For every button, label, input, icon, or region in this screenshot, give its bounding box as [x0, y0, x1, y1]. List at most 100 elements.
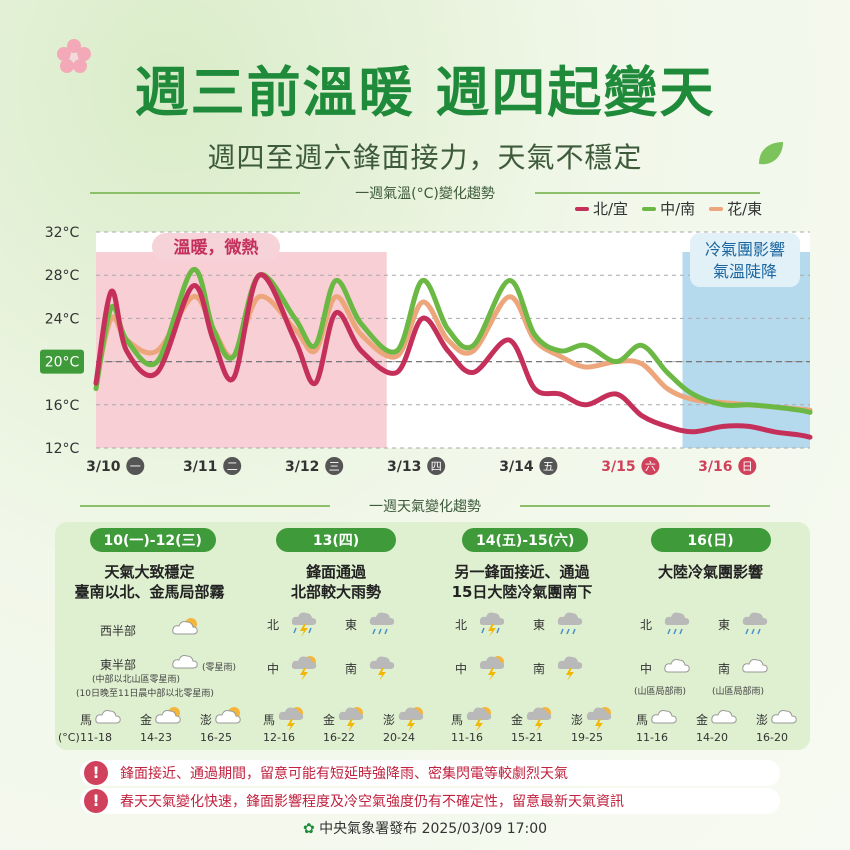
rain-icon	[662, 610, 692, 635]
section-rule	[535, 192, 760, 194]
region-label: 南	[345, 662, 358, 676]
island-label: 金	[323, 713, 336, 727]
period-headline: 另一鋒面接近、通過 15日大陸冷氣團南下	[451, 563, 593, 601]
legend-item: 中/南	[642, 198, 695, 219]
section-rule	[80, 505, 330, 507]
island-temp-range: 20-24	[383, 731, 415, 744]
region-label: 中	[267, 662, 280, 676]
period-date-pill: 13(四)	[276, 528, 396, 552]
region-note: (零星雨)	[202, 663, 237, 673]
region-label: 東	[345, 618, 358, 632]
cloudy-icon	[740, 654, 770, 678]
island-temp-range: 14-20	[696, 731, 728, 744]
leaf-icon	[759, 142, 783, 165]
annotation-warm: 溫暖，微熱	[174, 237, 259, 258]
cloudy-icon	[649, 705, 679, 729]
region-label: 南	[718, 662, 731, 676]
weather-section-title: 一週天氣變化趨勢	[369, 499, 481, 515]
cwa-logo-icon: ✿	[302, 821, 315, 837]
period-headline: 鋒面通過 北部較大雨勢	[290, 563, 381, 601]
thunder-sun-icon	[396, 705, 426, 732]
weather-panel	[55, 522, 810, 750]
weekday-badge	[126, 457, 145, 475]
island-label: 金	[511, 713, 524, 727]
thunder-sun-icon	[276, 705, 306, 732]
island-label: 馬	[263, 713, 276, 727]
warning-icon: !	[84, 761, 108, 785]
island-temp-range: 15-21	[511, 731, 543, 744]
region-note: (山區局部雨)	[634, 687, 687, 697]
x-tick-label: 3/16	[698, 459, 732, 475]
island-label: 澎	[200, 713, 213, 727]
cloudy-icon	[709, 705, 739, 729]
region-label: 東	[718, 618, 731, 632]
weekday-badge	[641, 457, 660, 475]
temperature-chart: 32°C 28°C 24°C 20°C 16°C 12°C 3/10 一 3/11 二 3/12 三 3…	[40, 225, 813, 475]
footer-issuer: 中央氣象署發布 2025/03/09 17:00	[319, 821, 548, 837]
y-tick-label: 32°C	[45, 225, 80, 241]
island-label: 澎	[756, 713, 769, 727]
footer: ✿ 中央氣象署發布 2025/03/09 17:00	[0, 818, 850, 838]
region-label: 北	[640, 618, 653, 632]
region-label: 東半部	[100, 658, 137, 672]
weekday-label: 日	[742, 460, 753, 473]
island-temp-range: 16-25	[200, 731, 232, 744]
annotation-cold: 冷氣團影響	[705, 240, 785, 259]
legend-swatch-central	[642, 206, 657, 211]
island-label: 金	[696, 713, 709, 727]
y-tick-label: 20°C	[45, 355, 80, 371]
x-tick-label: 3/15	[601, 459, 635, 475]
thunder-cloud-icon	[367, 654, 397, 681]
legend-swatch-north	[575, 206, 589, 211]
region-note: (山區局部雨)	[712, 687, 765, 697]
region-label: 中	[640, 662, 653, 676]
region-label: 西半部	[100, 624, 137, 638]
cloudy-icon	[662, 654, 692, 678]
period-date-pill: 16(日)	[650, 528, 771, 552]
period-date-pill: 10(一)-12(三)	[89, 528, 216, 552]
weekday-badge	[325, 457, 344, 475]
chart-section-title: 一週氣溫(°C)變化趨勢	[355, 186, 495, 202]
section-rule	[520, 505, 770, 507]
page-subtitle: 週四至週六鋒面接力，天氣不穩定	[207, 141, 643, 174]
cloudy-icon	[170, 650, 200, 674]
rain-icon	[740, 610, 770, 635]
weekday-badge	[539, 457, 558, 475]
thunder-sun-icon	[336, 705, 366, 732]
thunder-sun-icon	[584, 705, 614, 732]
island-temp-range: 14-23	[140, 731, 172, 744]
thunder-sun-icon	[464, 705, 494, 732]
cloudy-icon	[93, 705, 123, 729]
period-note: (中部以北山區零星雨)	[92, 675, 181, 685]
island-label: 馬	[636, 713, 649, 727]
island-temp-range: 16-22	[323, 731, 355, 744]
region-label: 北	[455, 618, 468, 632]
warning-icon: !	[84, 789, 108, 813]
weekday-badge	[427, 457, 446, 475]
x-tick-label: 3/12	[285, 459, 319, 475]
weekday-label: 六	[645, 460, 656, 473]
x-tick-label: 3/10	[86, 459, 121, 475]
legend-item: 北/宜	[575, 198, 628, 219]
period-date-pill: 14(五)-15(六)	[462, 528, 589, 552]
x-tick-label: 3/11	[183, 459, 217, 475]
island-label: 馬	[80, 713, 93, 727]
y-tick-label: 16°C	[45, 398, 80, 414]
region-label: 中	[455, 662, 468, 676]
period-note: (10日晚至11日晨中部以北零星雨)	[76, 689, 214, 699]
cloudy-icon	[769, 705, 799, 729]
region-label: 東	[533, 618, 546, 632]
y-tick-label: 12°C	[45, 441, 80, 457]
island-label: 馬	[451, 713, 464, 727]
weekday-label: 二	[227, 460, 238, 473]
period-headline: 天氣大致穩定 臺南以北、金馬局部霧	[74, 563, 225, 601]
sunny-partly-cloudy-icon	[153, 705, 183, 729]
island-label: 澎	[383, 713, 396, 727]
series-line-1	[93, 267, 813, 415]
island-label: 金	[140, 713, 153, 727]
island-unit: (°C)	[58, 731, 80, 744]
thunder-sun-icon	[524, 705, 554, 732]
region-label: 北	[267, 618, 280, 632]
page-title: 週三前溫暖 週四起變天	[134, 61, 716, 124]
thunderstorm-icon	[289, 610, 319, 637]
